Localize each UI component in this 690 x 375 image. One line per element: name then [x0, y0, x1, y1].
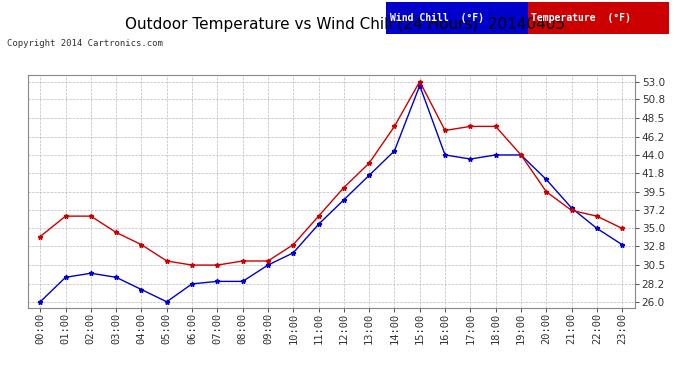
Text: Wind Chill  (°F): Wind Chill (°F) — [390, 13, 484, 23]
Text: Copyright 2014 Cartronics.com: Copyright 2014 Cartronics.com — [7, 39, 163, 48]
Text: Outdoor Temperature vs Wind Chill (24 Hours)  20140405: Outdoor Temperature vs Wind Chill (24 Ho… — [125, 17, 565, 32]
Text: Temperature  (°F): Temperature (°F) — [531, 13, 631, 23]
